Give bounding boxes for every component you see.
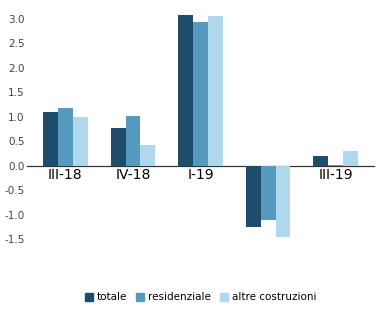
Bar — [125, 116, 140, 166]
Bar — [58, 108, 73, 166]
Bar — [343, 151, 358, 166]
Bar — [111, 128, 125, 166]
Bar — [178, 15, 193, 166]
Bar — [246, 166, 261, 227]
Bar — [261, 166, 276, 220]
Bar — [140, 145, 155, 166]
Bar — [73, 117, 88, 166]
Bar — [208, 16, 223, 166]
Bar — [276, 166, 290, 237]
Bar — [313, 156, 328, 166]
Legend: totale, residenziale, altre costruzioni: totale, residenziale, altre costruzioni — [81, 288, 321, 307]
Bar — [43, 112, 58, 166]
Bar — [193, 22, 208, 166]
Bar — [328, 165, 343, 166]
